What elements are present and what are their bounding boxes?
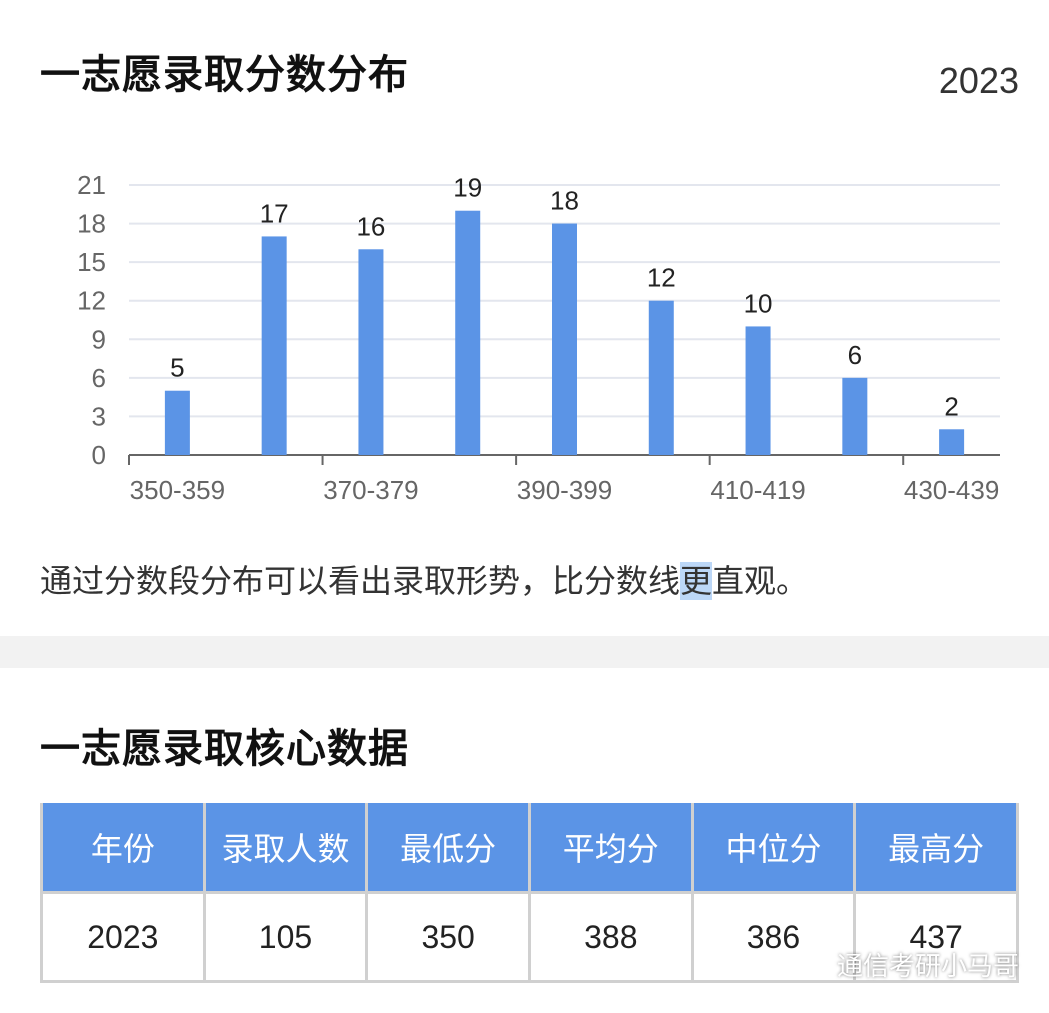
- data-label: 10: [744, 288, 773, 318]
- distribution-section: 一志愿录取分数分布 2023 0 3 6 9 12 15 18 21 5 17 16 19 18 12 10…: [40, 52, 1019, 602]
- header-median-score: 中位分: [693, 803, 854, 891]
- x-tick-label: 410-419: [710, 475, 805, 505]
- chart-note-after: 直观。: [712, 562, 809, 600]
- y-tick-label: 0: [92, 440, 106, 470]
- cell-max-score: 437: [856, 891, 1016, 983]
- header-admitted-count: 录取人数: [205, 803, 366, 891]
- data-label: 18: [550, 186, 579, 216]
- bar: [358, 249, 384, 455]
- header-max-score: 最高分: [856, 803, 1016, 891]
- bar: [648, 300, 674, 455]
- distribution-bar-chart: 0 3 6 9 12 15 18 21 5 17 16 19 18 12 10 6 2 350-359 370-37…: [77, 170, 1000, 505]
- table-row: 2023 105 350 388 386 437: [43, 891, 1016, 983]
- bar: [261, 236, 287, 455]
- data-label: 12: [647, 263, 676, 293]
- x-tick-label: 430-439: [904, 475, 999, 505]
- x-tick-label: 370-379: [323, 475, 418, 505]
- core-data-section: 一志愿录取核心数据 年份 录取人数 最低分 平均分 中位分 最高分 2023 1…: [0, 668, 1049, 1013]
- wechat-icon: [796, 951, 829, 978]
- y-tick-label: 12: [77, 286, 106, 316]
- section-divider: [0, 636, 1049, 668]
- header-year: 年份: [43, 803, 203, 891]
- y-tick-label: 6: [92, 363, 106, 393]
- distribution-title: 一志愿录取分数分布: [40, 52, 409, 98]
- bar: [552, 223, 577, 455]
- year-label: 2023: [938, 60, 1019, 101]
- data-label: 5: [170, 353, 184, 383]
- core-data-table: 年份 录取人数 最低分 平均分 中位分 最高分 2023 105 350 388…: [40, 803, 1019, 983]
- core-data-title: 一志愿录取核心数据: [40, 726, 409, 772]
- header-avg-score: 平均分: [530, 803, 691, 891]
- chart-note-highlight: 更: [680, 562, 713, 600]
- bar: [842, 377, 868, 455]
- bar: [939, 429, 965, 455]
- data-label: 16: [356, 211, 385, 241]
- cell-year: 2023: [43, 891, 203, 983]
- bar: [745, 326, 771, 455]
- x-tick-label: 390-399: [517, 475, 612, 505]
- data-label: 6: [848, 340, 862, 370]
- chart-note: 通过分数段分布可以看出录取形势，比分数线更直观。: [40, 556, 808, 602]
- y-tick-label: 21: [77, 170, 106, 200]
- cell-admitted-count: 105: [205, 891, 366, 983]
- header-min-score: 最低分: [368, 803, 528, 891]
- table-header-row: 年份 录取人数 最低分 平均分 中位分 最高分: [43, 803, 1016, 891]
- data-label: 19: [453, 173, 482, 203]
- x-tick-label: 350-359: [130, 475, 225, 505]
- data-label: 2: [944, 391, 958, 421]
- y-tick-label: 15: [77, 247, 106, 277]
- data-label: 17: [260, 198, 289, 228]
- watermark-text: 通信考研小马哥: [836, 952, 1019, 982]
- cell-min-score: 350: [368, 891, 528, 983]
- bar: [164, 390, 190, 455]
- y-tick-label: 3: [92, 401, 106, 431]
- y-tick-label: 18: [77, 209, 106, 239]
- watermark: 通信考研小马哥: [796, 946, 1019, 983]
- chart-note-before: 通过分数段分布可以看出录取形势，比分数线: [40, 562, 681, 600]
- y-tick-label: 9: [92, 324, 106, 354]
- cell-avg-score: 388: [530, 891, 691, 983]
- bar: [455, 210, 481, 455]
